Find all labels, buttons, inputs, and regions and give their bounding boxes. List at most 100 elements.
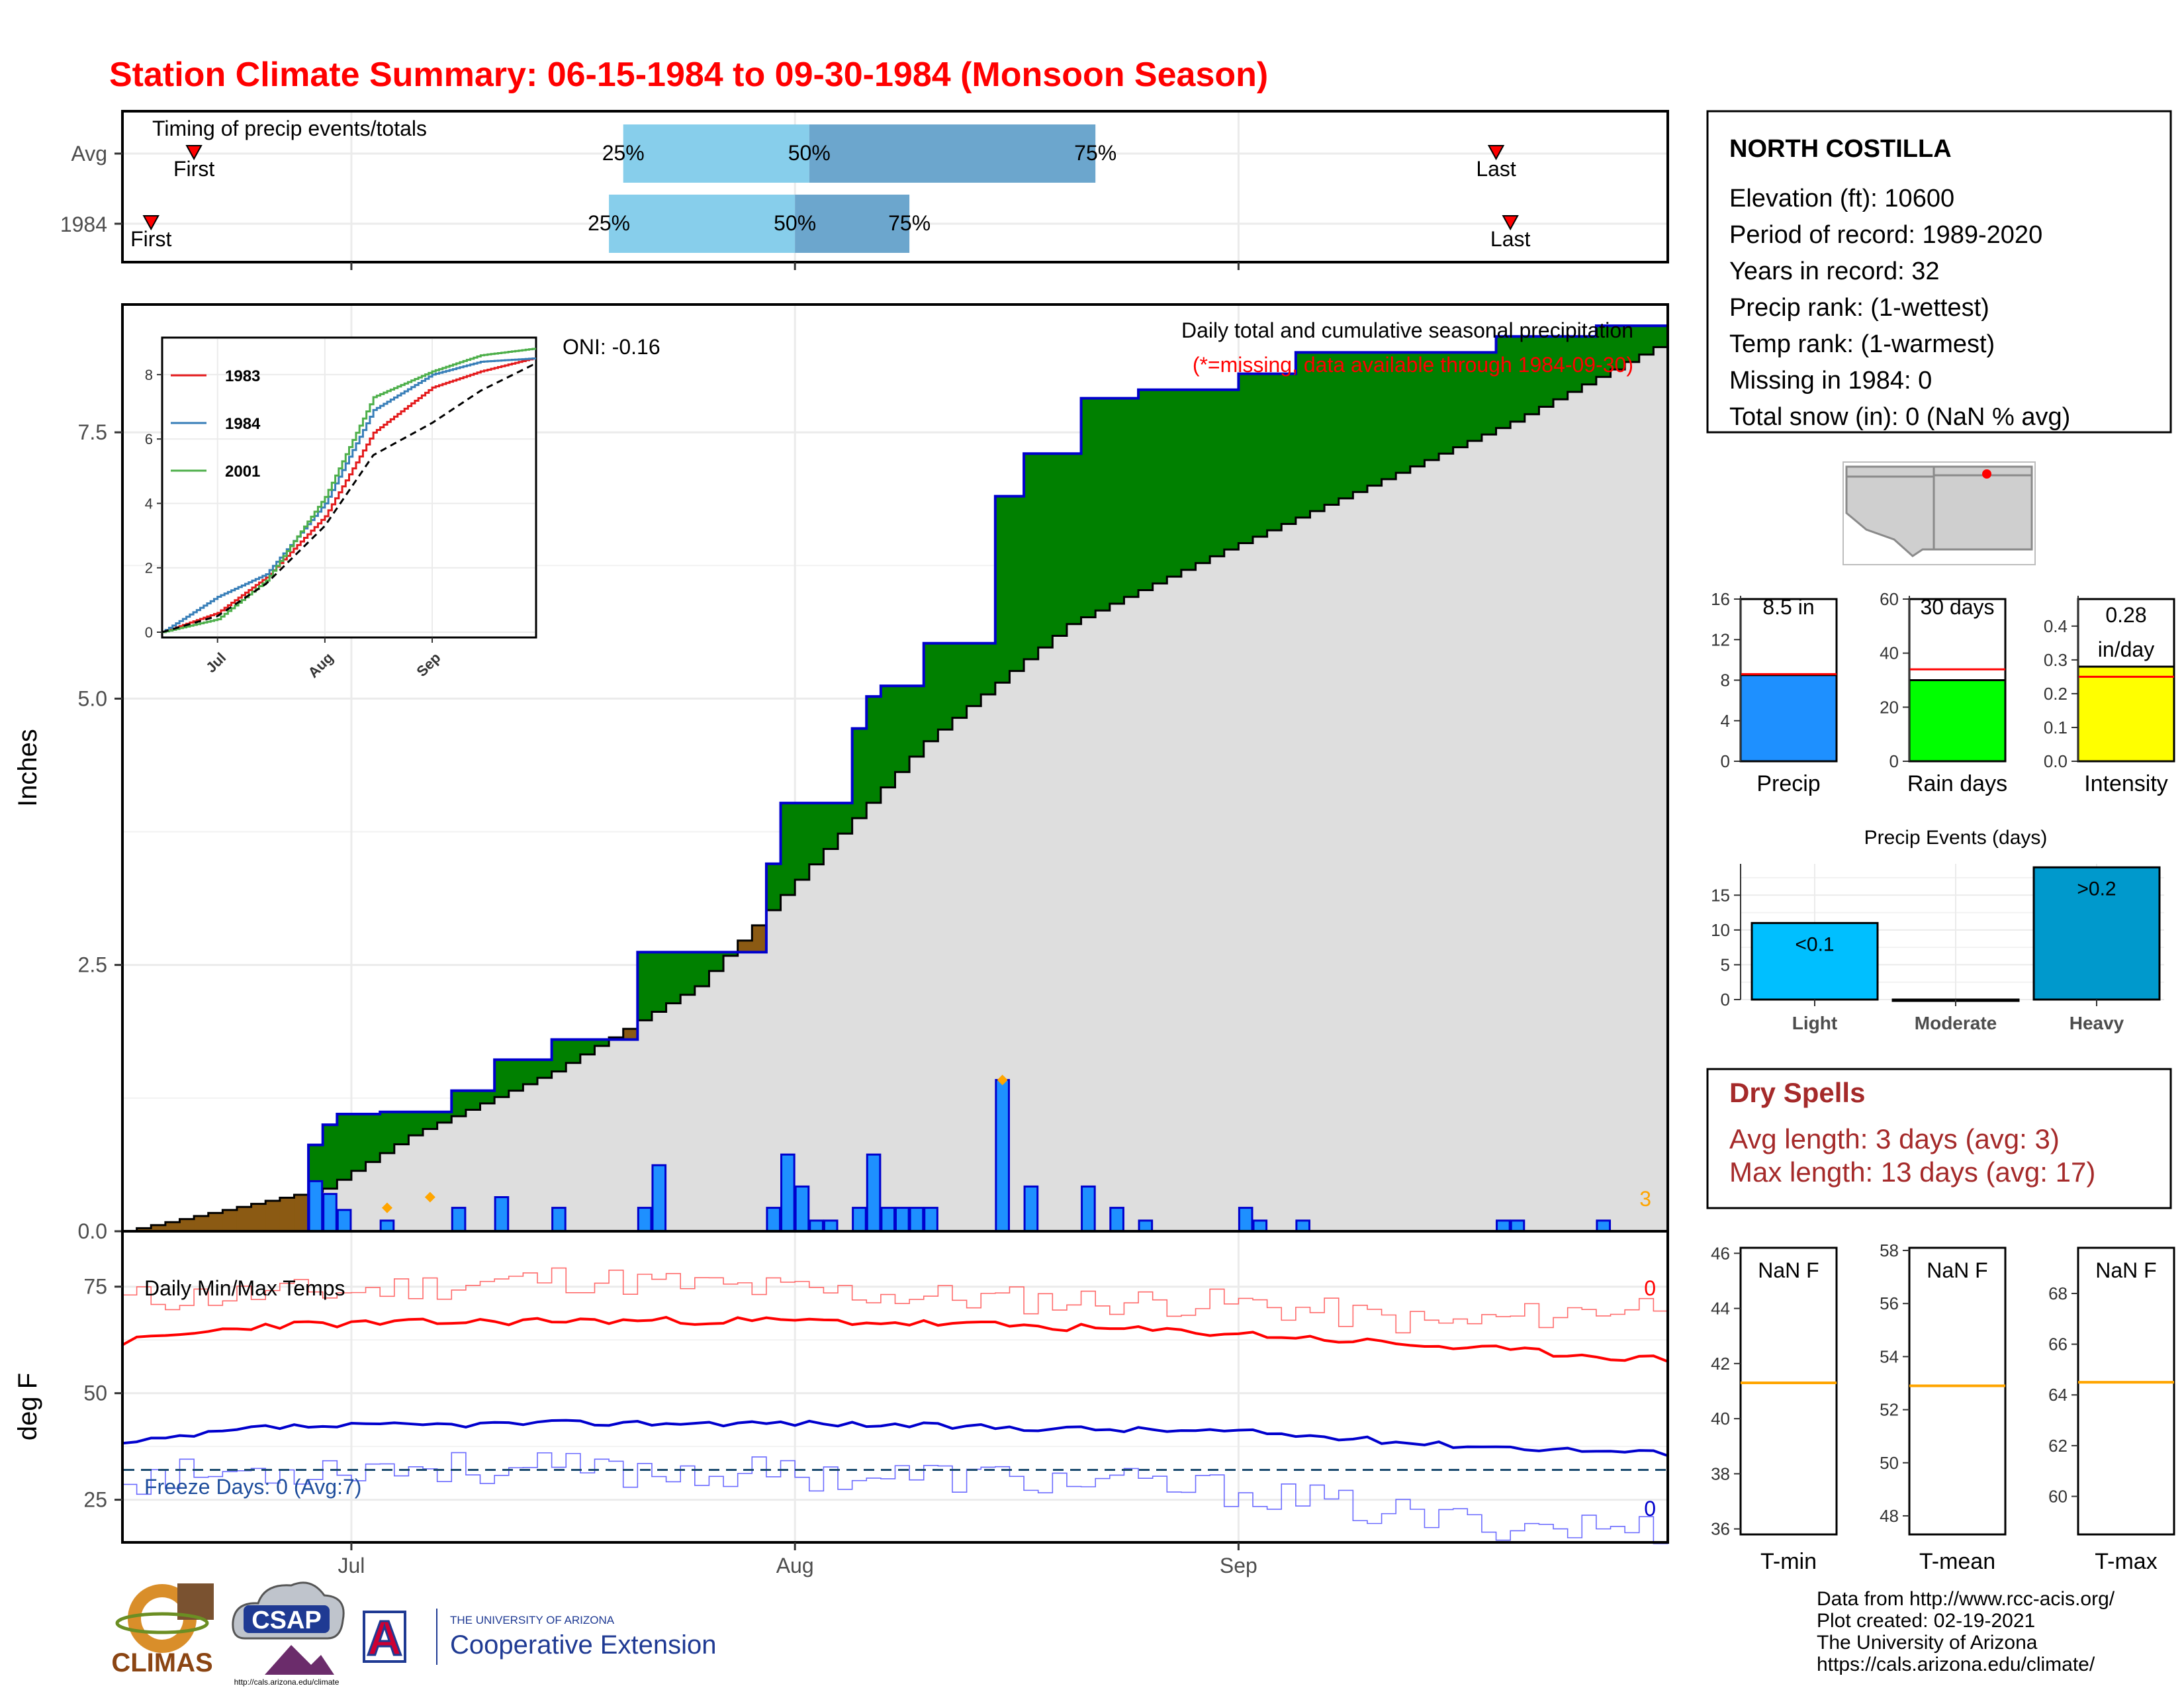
precip-surplus-block bbox=[1281, 373, 1297, 524]
daily-precip-bar bbox=[809, 1219, 824, 1233]
timing-first-marker bbox=[185, 145, 203, 161]
dry-spells-max: Max length: 13 days (avg: 17) bbox=[1729, 1156, 2095, 1188]
precip-deficit-block bbox=[194, 1216, 209, 1231]
inset-series-line bbox=[162, 357, 536, 633]
footer-line: Data from http://www.rcc-acis.org/ bbox=[1817, 1588, 2115, 1610]
daily-precip-bar bbox=[1596, 1219, 1612, 1233]
timing-first-marker bbox=[142, 215, 159, 231]
precip-events-x-label: Light bbox=[1792, 1013, 1837, 1033]
temp-bar-y-tick-label: 50 bbox=[1880, 1453, 1899, 1473]
precip-surplus-block bbox=[1410, 352, 1425, 467]
daily-precip-bar bbox=[379, 1219, 395, 1233]
precip-surplus-block bbox=[1553, 336, 1569, 400]
daily-record-marker bbox=[424, 1192, 435, 1203]
temp-bar-y-tick-label: 40 bbox=[1711, 1409, 1730, 1429]
temp-bars: 36 38 40 42 44 46 NaN F T-min 48 50 52 54 56 58 NaN F T… bbox=[1711, 1241, 2175, 1574]
summary-bar bbox=[2077, 665, 2175, 763]
temp-bar-y-tick-label: 54 bbox=[1880, 1346, 1899, 1366]
timing-p75-label: 75% bbox=[888, 211, 931, 235]
climas-logo: CLIMAS bbox=[111, 1583, 214, 1677]
precip-deficit-block bbox=[236, 1207, 252, 1231]
precip-surplus-block bbox=[308, 1145, 324, 1192]
precip-chart-y-axis: 0.0 2.5 5.0 7.5 bbox=[78, 420, 122, 1243]
ua-logo-letter: A bbox=[367, 1611, 402, 1665]
precip-events-title: Precip Events (days) bbox=[1864, 827, 2048, 849]
temp-chart-title: Daily Min/Max Temps bbox=[144, 1276, 345, 1300]
timing-panel: 25% 50% 75% First Last 25% 50% 75% First Last Tim… bbox=[60, 110, 1669, 270]
precip-chart-annotation-missing: (*=missing, data available through 1984-… bbox=[1193, 353, 1633, 377]
precip-surplus-block bbox=[852, 728, 867, 818]
precip-events-x-label: Moderate bbox=[1915, 1013, 1997, 1033]
temp-bar-y-tick-label: 64 bbox=[2048, 1385, 2068, 1405]
precip-surplus-block bbox=[351, 1113, 367, 1171]
summary-bar-label: Precip bbox=[1756, 771, 1820, 796]
temp-bar-frame bbox=[1739, 1246, 1838, 1536]
precip-surplus-block bbox=[1539, 336, 1554, 407]
location-map bbox=[1843, 461, 2036, 565]
timing-bar-q1-q2 bbox=[623, 124, 809, 183]
precip-events-chart: Precip Events (days) 0 5 10 15 <0.1 Light Mode… bbox=[1711, 827, 2164, 1033]
precip-surplus-block bbox=[666, 952, 681, 1004]
precip-events-y-tick-label: 10 bbox=[1711, 920, 1730, 940]
temp-bar-y-tick-label: 48 bbox=[1880, 1506, 1899, 1526]
precip-surplus-block bbox=[895, 686, 910, 773]
precip-surplus-block bbox=[437, 1111, 452, 1123]
x-axis-tick-label: Jul bbox=[338, 1554, 365, 1577]
temp-chart: 25 50 75 Jul Aug Sep deg F Daily Min/Max Tem… bbox=[13, 1230, 1669, 1577]
precip-surplus-block bbox=[551, 1039, 567, 1072]
precip-surplus-block bbox=[594, 1039, 610, 1046]
timing-last-marker bbox=[1502, 215, 1519, 231]
summary-bar-value: 30 days bbox=[1920, 595, 1994, 619]
precip-y-tick-label: 7.5 bbox=[78, 420, 107, 444]
precip-deficit-block bbox=[294, 1194, 309, 1231]
precip-deficit-block bbox=[752, 925, 767, 953]
inset-series-line bbox=[162, 357, 536, 633]
daily-precip-bar bbox=[794, 1185, 810, 1233]
precip-surplus-block bbox=[1338, 352, 1353, 498]
temp-bar-y-tick-label: 42 bbox=[1711, 1354, 1730, 1374]
temp-bar-label: T-min bbox=[1760, 1549, 1817, 1574]
precip-events-bar bbox=[2032, 866, 2161, 1001]
precip-surplus-block bbox=[1238, 373, 1253, 543]
daily-precip-bar bbox=[637, 1207, 653, 1233]
precip-surplus-block bbox=[523, 1059, 538, 1084]
precip-surplus-block bbox=[966, 643, 981, 706]
station-line: Years in record: 32 bbox=[1729, 258, 1940, 285]
precip-surplus-block bbox=[995, 496, 1010, 683]
location-map-land bbox=[1845, 465, 2033, 557]
precip-surplus-block bbox=[1396, 352, 1411, 473]
daily-precip-bar bbox=[1081, 1185, 1096, 1233]
temp-y-tick-label: 50 bbox=[83, 1382, 107, 1405]
daily-precip-bar bbox=[995, 1078, 1010, 1233]
inset-chart-frame bbox=[161, 336, 537, 639]
precip-surplus-block bbox=[1267, 373, 1282, 531]
station-line: Total snow (in): 0 (NaN % avg) bbox=[1729, 403, 2070, 431]
daily-precip-bar bbox=[1238, 1207, 1253, 1233]
precip-surplus-block bbox=[723, 952, 739, 956]
precip-surplus-block bbox=[1367, 352, 1383, 486]
temp-bar-y-tick-label: 60 bbox=[2048, 1487, 2068, 1507]
precip-events-y-tick-label: 5 bbox=[1721, 955, 1730, 974]
precip-surplus-block bbox=[380, 1111, 395, 1153]
precip-cumulative-line bbox=[122, 324, 1668, 1233]
precip-surplus-block bbox=[866, 696, 882, 803]
precip-surplus-block bbox=[1109, 398, 1124, 604]
daily-precip-bar bbox=[823, 1219, 839, 1233]
precip-chart-daily-bars bbox=[308, 1074, 1612, 1233]
dry-spells-title: Dry Spells bbox=[1729, 1077, 1865, 1108]
x-axis-tick-label: Sep bbox=[1220, 1554, 1257, 1577]
climas-logo-text: CLIMAS bbox=[111, 1648, 212, 1677]
temp-bar-value: NaN F bbox=[2095, 1258, 2156, 1282]
daily-precip-bar bbox=[852, 1207, 867, 1233]
precip-surplus-block bbox=[508, 1059, 523, 1091]
summary-bar-y-tick-label: 0 bbox=[1889, 751, 1899, 771]
page-title: Station Climate Summary: 06-15-1984 to 0… bbox=[109, 56, 1268, 94]
precip-surplus-block bbox=[1424, 352, 1439, 460]
precip-deficit-block bbox=[179, 1219, 195, 1231]
ua-logo-top-text: THE UNIVERSITY OF ARIZONA bbox=[450, 1614, 615, 1626]
temp-chart-count-max: 0 bbox=[1644, 1276, 1656, 1300]
precip-deficit-block bbox=[208, 1213, 223, 1231]
climas-logo-orbit bbox=[115, 1612, 209, 1634]
summary-bar-y-tick-label: 0.0 bbox=[2044, 751, 2068, 771]
